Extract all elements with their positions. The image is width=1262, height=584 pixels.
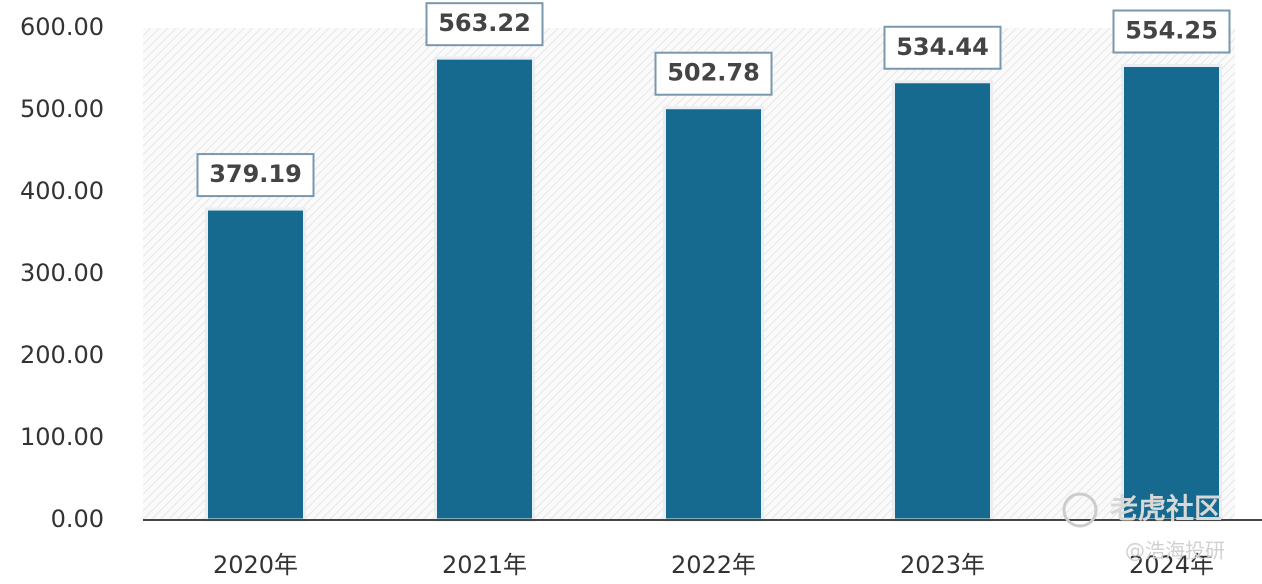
x-tick-label: 2024年 xyxy=(1129,551,1214,579)
x-tick-label: 2023年 xyxy=(900,551,985,579)
watermark-icon xyxy=(1062,492,1098,528)
x-tick-label: 2021年 xyxy=(442,551,527,579)
bar xyxy=(1121,64,1222,522)
value-label: 563.22 xyxy=(438,9,531,37)
y-tick-label: 300.00 xyxy=(20,259,104,287)
value-label-box xyxy=(883,25,1002,70)
y-tick-label: 400.00 xyxy=(20,177,104,205)
value-label: 534.44 xyxy=(896,33,989,61)
y-tick-label: 200.00 xyxy=(20,341,104,369)
value-label-box xyxy=(196,153,315,198)
bar xyxy=(663,106,764,522)
bar xyxy=(892,80,993,522)
x-tick-label: 2022年 xyxy=(671,551,756,579)
bar xyxy=(205,207,306,522)
value-label-box xyxy=(425,2,544,47)
x-tick-label: 2020年 xyxy=(213,551,298,579)
value-label: 379.19 xyxy=(209,160,302,188)
watermark: 老虎社区 xyxy=(1110,492,1222,525)
bar xyxy=(434,56,535,522)
y-tick-label: 500.00 xyxy=(20,95,104,123)
y-tick-label: 0.00 xyxy=(51,505,104,533)
y-tick-label: 600.00 xyxy=(20,13,104,41)
value-label-box xyxy=(1112,9,1231,54)
watermark: @浩海投研 xyxy=(1125,539,1225,563)
value-label: 502.78 xyxy=(667,59,760,87)
value-label: 554.25 xyxy=(1125,17,1218,45)
y-tick-label: 100.00 xyxy=(20,423,104,451)
value-label-box xyxy=(654,51,773,96)
